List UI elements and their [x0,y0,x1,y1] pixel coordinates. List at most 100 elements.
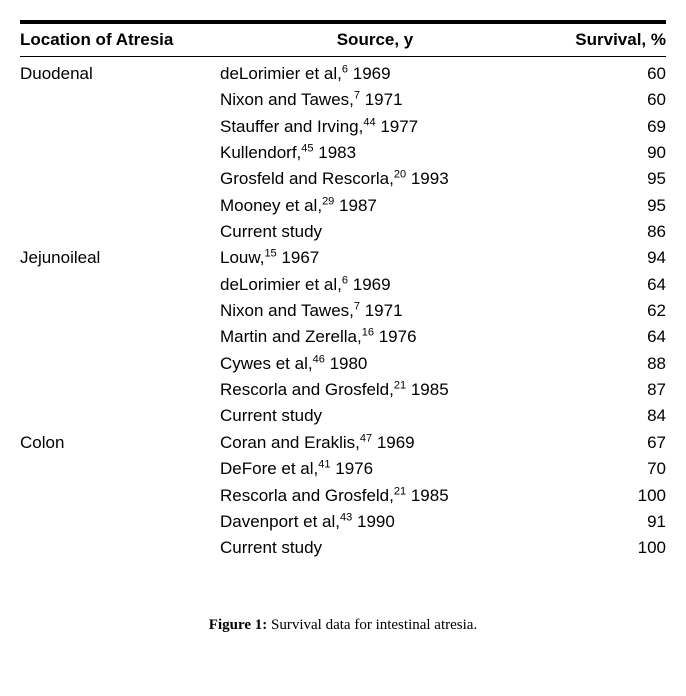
caption-label: Figure 1: [209,617,267,633]
cell-survival: 62 [530,298,666,324]
source-author: Davenport et al, [220,512,340,531]
cell-source: Mooney et al,29 1987 [220,193,530,219]
table-row: JejunoilealLouw,15 196794 [20,245,666,271]
cell-source: Martin and Zerella,16 1976 [220,324,530,350]
table-row: Grosfeld and Rescorla,20 199395 [20,166,666,192]
cell-survival: 60 [530,87,666,113]
source-author: Cywes et al, [220,354,313,373]
source-year: 1969 [348,64,391,83]
source-year: 1976 [331,459,374,478]
cell-location [20,166,220,192]
source-ref: 21 [394,485,406,497]
table-row: Current study86 [20,219,666,245]
cell-survival: 100 [530,535,666,561]
table-row: Current study 100 [20,535,666,561]
cell-source: Cywes et al,46 1980 [220,351,530,377]
header-source: Source, y [220,30,530,50]
source-author: Current study [220,222,322,241]
cell-survival: 69 [530,114,666,140]
cell-location [20,114,220,140]
source-year: 1983 [314,143,357,162]
source-ref: 15 [264,248,276,260]
cell-survival: 95 [530,166,666,192]
source-year: 1969 [372,433,415,452]
cell-source: Coran and Eraklis,47 1969 [220,430,530,456]
cell-location [20,324,220,350]
header-survival: Survival, % [530,30,666,50]
source-author: Nixon and Tawes, [220,301,354,320]
cell-source: Current study [220,219,530,245]
cell-location [20,219,220,245]
cell-source: Nixon and Tawes,7 1971 [220,87,530,113]
table-row: Kullendorf,45 198390 [20,140,666,166]
source-year: 1987 [334,196,377,215]
cell-location [20,351,220,377]
cell-source: Current study [220,403,530,429]
source-year: 1971 [360,90,403,109]
source-author: Current study [220,406,322,425]
table-row: deLorimier et al,6 196964 [20,272,666,298]
cell-source: Kullendorf,45 1983 [220,140,530,166]
source-author: DeFore et al, [220,459,318,478]
cell-location [20,483,220,509]
table-row: ColonCoran and Eraklis,47 196967 [20,430,666,456]
source-ref: 46 [313,353,325,365]
source-year: 1969 [348,275,391,294]
survival-table: Location of Atresia Source, y Survival, … [20,20,666,562]
cell-location [20,87,220,113]
source-year: 1971 [360,301,403,320]
cell-location [20,456,220,482]
cell-location: Jejunoileal [20,245,220,271]
cell-location: Colon [20,430,220,456]
cell-survival: 88 [530,351,666,377]
table-row: Stauffer and Irving,44 197769 [20,114,666,140]
cell-source: DeFore et al,41 1976 [220,456,530,482]
source-author: Coran and Eraklis, [220,433,360,452]
table-row: Martin and Zerella,16 197664 [20,324,666,350]
cell-survival: 90 [530,140,666,166]
cell-location [20,193,220,219]
cell-survival: 87 [530,377,666,403]
source-ref: 29 [322,195,334,207]
cell-source: Grosfeld and Rescorla,20 1993 [220,166,530,192]
source-ref: 21 [394,379,406,391]
table-row: Nixon and Tawes,7 197160 [20,87,666,113]
source-ref: 41 [318,459,330,471]
source-author: Nixon and Tawes, [220,90,354,109]
source-year: 1980 [325,354,368,373]
source-ref: 45 [301,142,313,154]
table-row: DuodenaldeLorimier et al,6 196960 [20,61,666,87]
caption-text: Survival data for intestinal atresia. [267,617,477,633]
cell-source: Louw,15 1967 [220,245,530,271]
source-author: Kullendorf, [220,143,301,162]
cell-location [20,298,220,324]
header-location: Location of Atresia [20,30,220,50]
source-year: 1990 [352,512,395,531]
source-author: Louw, [220,248,264,267]
source-year: 1993 [406,169,449,188]
source-author: Current study [220,538,322,557]
source-author: Mooney et al, [220,196,322,215]
source-ref: 47 [360,432,372,444]
cell-location [20,403,220,429]
source-ref: 20 [394,169,406,181]
cell-survival: 60 [530,61,666,87]
cell-source: deLorimier et al,6 1969 [220,61,530,87]
table-row: Rescorla and Grosfeld,21 1985100 [20,483,666,509]
table-header: Location of Atresia Source, y Survival, … [20,24,666,57]
source-author: deLorimier et al, [220,275,342,294]
source-year: 1967 [277,248,320,267]
cell-location [20,140,220,166]
source-author: Stauffer and Irving, [220,117,363,136]
cell-survival: 67 [530,430,666,456]
source-year: 1976 [374,327,417,346]
table-row: Cywes et al,46 198088 [20,351,666,377]
source-year: 1985 [406,380,449,399]
source-author: Martin and Zerella, [220,327,362,346]
figure-caption: Figure 1: Survival data for intestinal a… [20,617,666,634]
table-row: Mooney et al,29 198795 [20,193,666,219]
source-ref: 44 [363,116,375,128]
cell-source: Rescorla and Grosfeld,21 1985 [220,377,530,403]
cell-survival: 94 [530,245,666,271]
source-author: Rescorla and Grosfeld, [220,380,394,399]
